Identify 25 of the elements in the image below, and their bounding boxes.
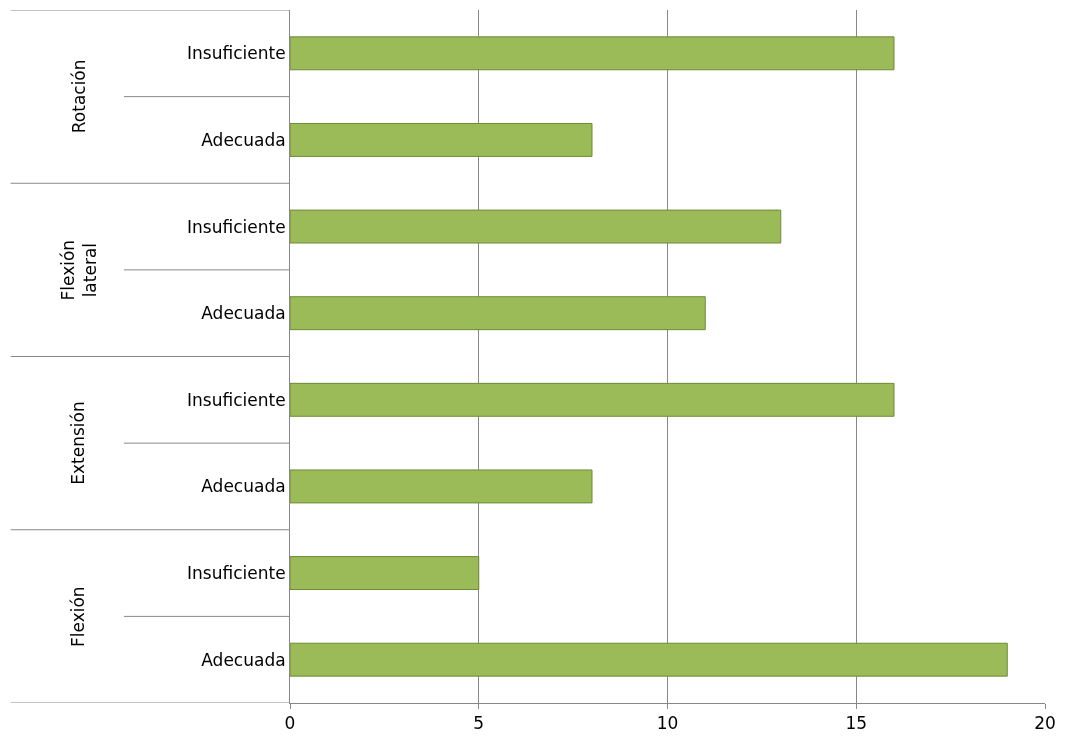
x-tick-label: 20 <box>1034 713 1056 734</box>
bar <box>290 642 1008 677</box>
bar <box>290 382 895 417</box>
x-tick-label: 5 <box>473 713 485 734</box>
text: Flexión <box>68 586 89 647</box>
y-tick-label: Insuficiente <box>187 216 286 237</box>
bar <box>290 209 782 244</box>
bar <box>290 556 480 591</box>
bar <box>290 122 593 157</box>
y-tick-label: Adecuada <box>201 129 286 150</box>
bar <box>290 36 895 71</box>
text: Flexión lateral <box>57 239 100 301</box>
y-tick-label: Adecuada <box>201 649 286 670</box>
y-tick-label: Insuficiente <box>187 563 286 584</box>
text: Rotación <box>68 59 89 134</box>
text: Extensión <box>68 401 89 485</box>
y-tick-label: Insuficiente <box>187 389 286 410</box>
x-tick-label: 0 <box>284 713 296 734</box>
bar <box>290 296 706 331</box>
y-tick-label: Adecuada <box>201 476 286 497</box>
y-tick-label: Insuficiente <box>187 43 286 64</box>
y-tick-label: Adecuada <box>201 303 286 324</box>
x-tick-label: 10 <box>656 713 679 734</box>
x-tick-label: 15 <box>845 713 868 734</box>
bar <box>290 469 593 504</box>
